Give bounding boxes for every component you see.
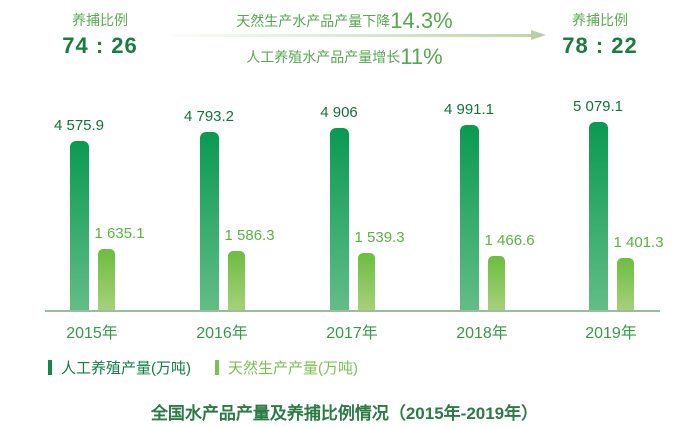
farmed-barwrap: 4 906 [320, 104, 358, 310]
bar-wild-2019 [616, 258, 634, 310]
x-tick-2015: 2015年 [66, 325, 118, 342]
ratio-value-left: 74 : 26 [62, 33, 138, 58]
ratio-value-right: 78 : 22 [562, 33, 638, 58]
x-tick-2016: 2016年 [196, 325, 248, 342]
farmed-value-label: 4 991.1 [443, 101, 495, 118]
legend-item-wild: 天然生产产量(万吨) [215, 357, 358, 378]
farmed-barwrap: 4 991.1 [444, 101, 494, 310]
wild-barwrap: 1 586.3 [225, 227, 275, 310]
x-axis-line [45, 310, 660, 312]
wild-barwrap: 1 539.3 [355, 229, 405, 310]
bar-farmed-2015 [69, 141, 89, 310]
legend-marker-farmed-icon [48, 360, 52, 375]
wild-value-label: 1 635.1 [94, 225, 145, 242]
bar-group-2017: 4 906 1 539.3 2017年 [290, 104, 414, 342]
wild-value-label: 1 466.6 [484, 232, 535, 249]
bar-farmed-2017 [329, 128, 349, 310]
x-tick-2018: 2018年 [456, 325, 508, 342]
chart-title: 全国水产品产量及养捕比例情况（2015年-2019年） [150, 404, 539, 423]
bar-group-2015: 4 575.9 1 635.1 2015年 [30, 117, 154, 342]
farmed-barwrap: 4 793.2 [184, 108, 234, 310]
x-tick-2017: 2017年 [326, 325, 378, 342]
wild-barwrap: 1 401.3 [614, 234, 664, 310]
farmed-barwrap: 4 575.9 [54, 117, 104, 310]
annotation-wild-decline: 天然生产水产品产量下降14.3% [0, 8, 689, 34]
annotation-farmed-text: 人工养殖水产品产量增长 [246, 49, 401, 65]
legend-item-farmed: 人工养殖产量(万吨) [48, 357, 191, 378]
annotation-wild-percent: 14.3% [390, 8, 453, 33]
bar-group-2018: 4 991.1 1 466.6 2018年 [420, 101, 544, 342]
annotation-wild-text: 天然生产水产品产量下降 [236, 13, 391, 29]
wild-value-label: 1 586.3 [224, 227, 275, 244]
bar-farmed-2018 [459, 125, 479, 310]
farmed-value-label: 5 079.1 [572, 98, 624, 115]
ratio-block-2015: 养捕比例 74 : 26 [54, 10, 146, 59]
farmed-value-label: 4 793.2 [183, 108, 235, 125]
bar-wild-2016 [227, 251, 245, 310]
wild-value-label: 1 539.3 [354, 229, 405, 246]
bar-group-2019: 5 079.1 1 401.3 2019年 [549, 98, 673, 342]
legend-label-wild: 天然生产产量(万吨) [228, 360, 358, 377]
ratio-label-left: 养捕比例 [72, 12, 128, 28]
ratio-block-2019: 养捕比例 78 : 22 [554, 10, 646, 59]
bar-wild-2015 [97, 249, 115, 310]
annotation-farmed-growth: 人工养殖水产品产量增长11% [0, 44, 689, 70]
wild-barwrap: 1 466.6 [485, 232, 535, 310]
wild-barwrap: 1 635.1 [95, 225, 145, 310]
bar-farmed-2016 [199, 132, 219, 310]
bar-farmed-2019 [588, 122, 608, 310]
farmed-value-label: 4 575.9 [53, 117, 105, 134]
bar-wild-2017 [357, 253, 375, 310]
legend-marker-wild-icon [215, 360, 219, 375]
x-tick-2019: 2019年 [585, 325, 637, 342]
farmed-value-label: 4 906 [320, 104, 358, 121]
legend: 人工养殖产量(万吨) 天然生产产量(万吨) [48, 357, 382, 378]
legend-label-farmed: 人工养殖产量(万吨) [61, 360, 191, 377]
trend-arrow-head-icon [531, 30, 546, 40]
wild-value-label: 1 401.3 [613, 234, 664, 251]
farmed-barwrap: 5 079.1 [573, 98, 623, 310]
ratio-label-right: 养捕比例 [572, 12, 628, 28]
bar-group-2016: 4 793.2 1 586.3 2016年 [160, 108, 284, 342]
trend-arrow-shaft [172, 34, 531, 37]
bar-wild-2018 [487, 256, 505, 310]
annotation-farmed-percent: 11% [400, 44, 443, 69]
